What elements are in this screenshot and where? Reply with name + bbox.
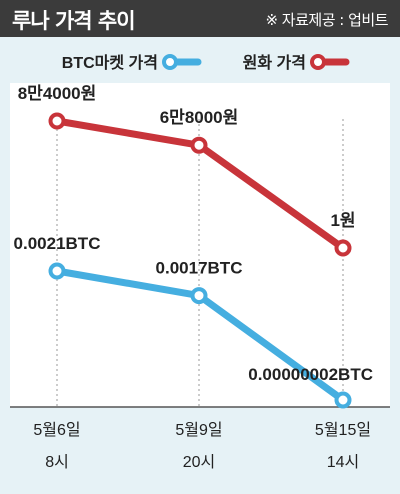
krw-data-label: 8만4000원 <box>18 84 97 103</box>
krw-point <box>48 112 66 130</box>
btc-point <box>334 391 352 409</box>
chart-title: 루나 가격 추이 <box>12 9 136 33</box>
legend-label-btc: BTC마켓 가격 <box>62 54 158 72</box>
source-note: ※ 자료제공 : 업비트 <box>265 11 388 29</box>
krw-data-label: 6만8000원 <box>160 108 239 127</box>
krw-data-label: 1원 <box>330 211 355 230</box>
legend-swatch-btc-marker <box>162 54 178 70</box>
btc-point <box>48 262 66 280</box>
btc-data-label: 0.00000002BTC <box>248 365 373 384</box>
legend-label-krw: 원화 가격 <box>243 53 306 72</box>
guide-lines <box>56 119 344 407</box>
series-btc: 0.0021BTC 0.0017BTC 0.00000002BTC <box>14 234 373 409</box>
x-tick-date: 5월9일 <box>175 421 222 439</box>
x-tick-time: 8시 <box>45 454 69 471</box>
krw-point <box>190 136 208 154</box>
krw-point <box>334 239 352 257</box>
btc-data-label: 0.0021BTC <box>14 234 101 253</box>
x-tick-date: 5월15일 <box>315 421 371 439</box>
line-chart: BTC마켓 가격 원화 가격 8만4000원 6만8000원 1원 0.0021BT… <box>10 53 390 471</box>
series-krw: 8만4000원 6만8000원 1원 <box>18 84 356 257</box>
chart-header: 루나 가격 추이 ※ 자료제공 : 업비트 <box>0 0 400 37</box>
x-tick-time: 14시 <box>327 454 360 471</box>
btc-point <box>190 287 208 305</box>
x-tick-labels: 5월6일 8시 5월9일 20시 5월15일 14시 <box>33 421 371 471</box>
x-tick-date: 5월6일 <box>33 421 80 439</box>
legend: BTC마켓 가격 원화 가격 <box>62 53 350 72</box>
x-tick-time: 20시 <box>183 454 216 471</box>
btc-data-label: 0.0017BTC <box>156 259 243 278</box>
legend-swatch-krw-marker <box>310 54 326 70</box>
chart-panel: BTC마켓 가격 원화 가격 8만4000원 6만8000원 1원 0.0021BT… <box>0 37 400 494</box>
